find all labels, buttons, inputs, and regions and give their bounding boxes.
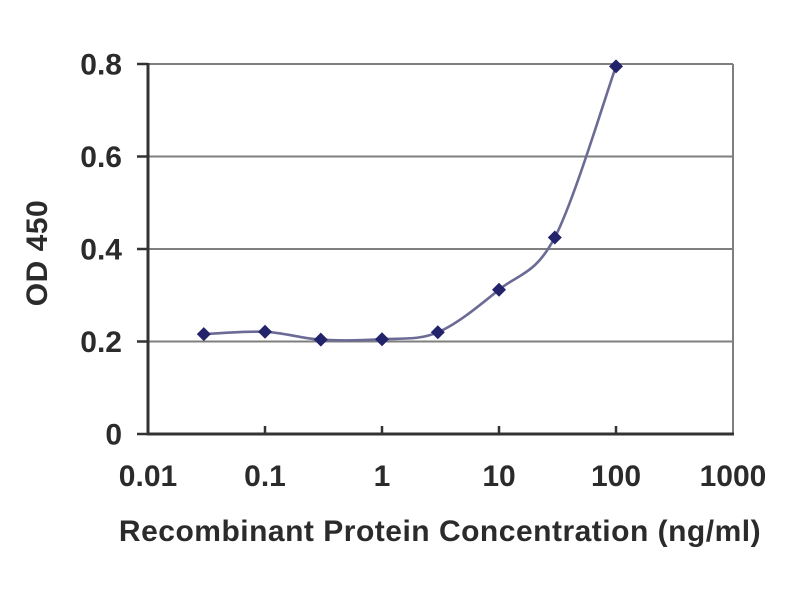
x-tick-label: 100 <box>591 460 641 493</box>
x-tick-label: 0.1 <box>244 460 286 493</box>
data-point-marker <box>258 324 272 339</box>
data-point-marker <box>547 230 562 245</box>
data-point-marker <box>375 332 389 347</box>
series-line <box>203 65 618 342</box>
data-point-marker <box>196 327 211 342</box>
x-tick-label: 0.01 <box>119 460 177 493</box>
x-tick-label: 1000 <box>700 460 767 493</box>
y-tick-label: 0.8 <box>80 49 122 82</box>
data-point-marker <box>492 282 506 297</box>
y-axis-title: OD 450 <box>21 199 54 307</box>
data-point-marker <box>313 332 328 347</box>
data-point-marker <box>430 325 445 340</box>
x-tick-label: 10 <box>482 460 515 493</box>
y-tick-label: 0.6 <box>80 141 122 174</box>
y-tick-label: 0 <box>105 419 122 452</box>
y-tick-label: 0.4 <box>80 234 122 267</box>
data-point-marker <box>609 59 623 74</box>
x-axis-title: Recombinant Protein Concentration (ng/ml… <box>118 515 762 548</box>
y-tick-label: 0.2 <box>80 326 122 359</box>
x-tick-label: 1 <box>374 460 391 493</box>
